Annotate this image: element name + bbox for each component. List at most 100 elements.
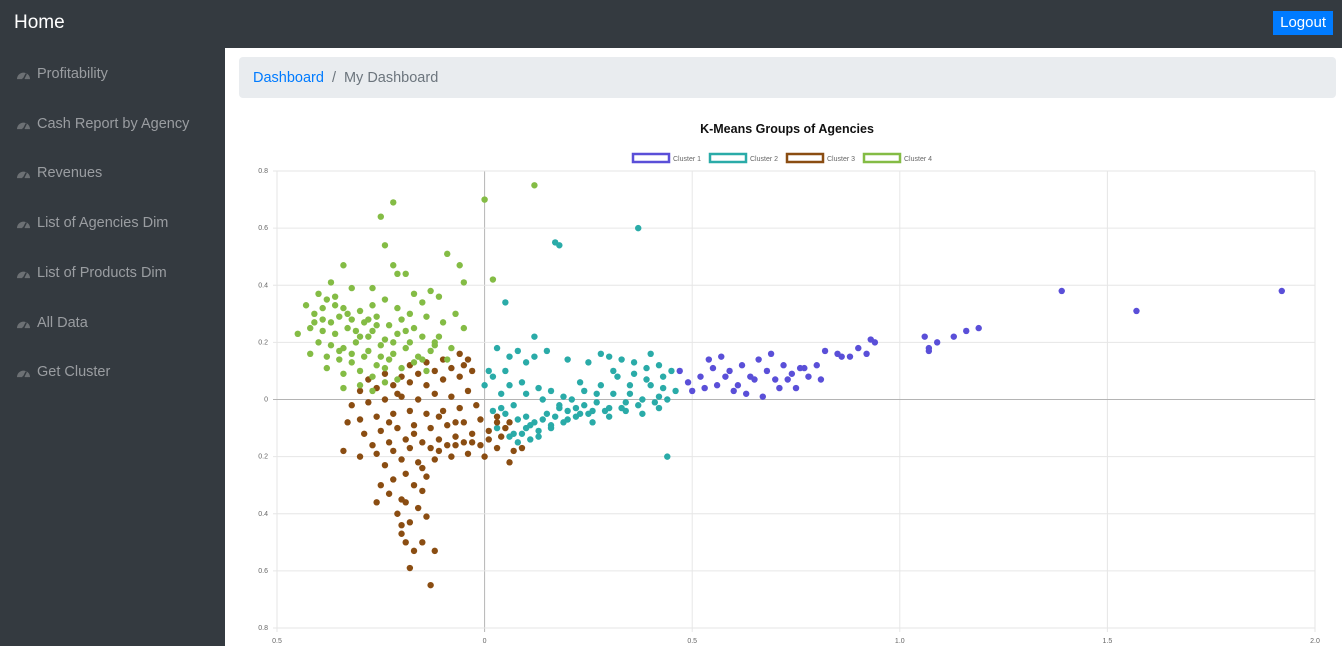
data-point[interactable] xyxy=(356,453,364,460)
data-point[interactable] xyxy=(414,504,422,512)
data-point[interactable] xyxy=(427,581,434,589)
data-point[interactable] xyxy=(485,427,492,435)
data-point[interactable] xyxy=(419,487,426,495)
data-point[interactable] xyxy=(381,396,389,403)
data-point[interactable] xyxy=(381,461,389,469)
data-point[interactable] xyxy=(514,439,522,446)
data-point[interactable] xyxy=(406,310,414,318)
data-point[interactable] xyxy=(431,456,438,463)
data-point[interactable] xyxy=(610,367,617,375)
data-point[interactable] xyxy=(664,396,671,403)
data-point[interactable] xyxy=(655,393,663,400)
data-point[interactable] xyxy=(468,439,476,446)
data-point[interactable] xyxy=(336,356,343,363)
data-point[interactable] xyxy=(448,364,455,372)
legend-swatch[interactable] xyxy=(631,152,671,164)
data-point[interactable] xyxy=(510,402,517,409)
data-point[interactable] xyxy=(377,427,384,435)
data-point[interactable] xyxy=(315,339,322,346)
data-point[interactable] xyxy=(323,296,331,303)
data-point[interactable] xyxy=(331,302,339,309)
data-point[interactable] xyxy=(373,413,380,420)
data-point[interactable] xyxy=(468,367,476,375)
data-point[interactable] xyxy=(568,396,575,403)
data-point[interactable] xyxy=(581,402,588,409)
data-point[interactable] xyxy=(564,407,571,415)
data-point[interactable] xyxy=(406,407,414,415)
data-point[interactable] xyxy=(340,370,347,377)
data-point[interactable] xyxy=(398,530,405,537)
data-point[interactable] xyxy=(481,453,488,460)
data-point[interactable] xyxy=(423,367,430,375)
data-point[interactable] xyxy=(498,433,505,440)
data-point[interactable] xyxy=(419,356,426,363)
data-point[interactable] xyxy=(502,299,509,306)
data-point[interactable] xyxy=(460,279,468,286)
data-point[interactable] xyxy=(539,416,546,423)
data-point[interactable] xyxy=(423,513,430,520)
data-point[interactable] xyxy=(435,333,443,340)
data-point[interactable] xyxy=(365,347,372,355)
data-point[interactable] xyxy=(344,324,351,332)
data-point[interactable] xyxy=(622,407,629,415)
data-point[interactable] xyxy=(460,324,468,332)
data-point[interactable] xyxy=(672,387,679,395)
data-point[interactable] xyxy=(348,316,355,323)
data-point[interactable] xyxy=(390,447,397,455)
legend-label[interactable]: Cluster 1 xyxy=(673,156,701,163)
data-point[interactable] xyxy=(381,364,389,372)
data-point[interactable] xyxy=(327,319,335,326)
data-point[interactable] xyxy=(377,481,384,489)
sidebar-item-get-cluster[interactable]: Get Cluster xyxy=(16,361,110,383)
data-point[interactable] xyxy=(319,327,326,335)
data-point[interactable] xyxy=(452,442,459,449)
data-point[interactable] xyxy=(381,296,389,303)
data-point[interactable] xyxy=(381,336,389,343)
data-point[interactable] xyxy=(410,430,418,437)
data-point[interactable] xyxy=(626,382,634,389)
data-point[interactable] xyxy=(356,367,364,375)
data-point[interactable] xyxy=(855,344,862,352)
data-point[interactable] xyxy=(1133,307,1140,315)
data-point[interactable] xyxy=(597,382,605,389)
data-point[interactable] xyxy=(452,433,459,440)
data-point[interactable] xyxy=(556,242,563,249)
data-point[interactable] xyxy=(701,384,708,392)
data-point[interactable] xyxy=(713,382,721,389)
data-point[interactable] xyxy=(514,347,522,355)
data-point[interactable] xyxy=(502,410,509,417)
data-point[interactable] xyxy=(813,362,820,369)
data-point[interactable] xyxy=(373,499,380,506)
data-point[interactable] xyxy=(444,356,451,363)
data-point[interactable] xyxy=(659,384,667,392)
data-point[interactable] xyxy=(655,404,663,412)
data-point[interactable] xyxy=(319,304,326,312)
data-point[interactable] xyxy=(498,390,505,397)
data-point[interactable] xyxy=(464,450,472,457)
data-point[interactable] xyxy=(344,310,351,318)
data-point[interactable] xyxy=(448,393,455,400)
data-point[interactable] xyxy=(535,433,542,440)
data-point[interactable] xyxy=(344,419,351,426)
data-point[interactable] xyxy=(369,302,376,309)
data-point[interactable] xyxy=(319,316,326,323)
data-point[interactable] xyxy=(489,407,497,415)
data-point[interactable] xyxy=(348,350,355,357)
data-point[interactable] xyxy=(419,333,426,340)
data-point[interactable] xyxy=(485,367,492,375)
data-point[interactable] xyxy=(655,362,663,369)
data-point[interactable] xyxy=(348,359,355,366)
data-point[interactable] xyxy=(340,447,347,455)
data-point[interactable] xyxy=(464,387,472,395)
data-point[interactable] xyxy=(551,413,559,420)
data-point[interactable] xyxy=(772,376,779,383)
data-point[interactable] xyxy=(456,262,463,269)
data-point[interactable] xyxy=(406,379,414,386)
data-point[interactable] xyxy=(439,407,447,415)
data-point[interactable] xyxy=(460,439,468,446)
data-point[interactable] xyxy=(336,313,343,320)
data-point[interactable] xyxy=(630,359,638,366)
data-point[interactable] xyxy=(307,324,314,332)
data-point[interactable] xyxy=(722,373,729,380)
data-point[interactable] xyxy=(410,481,418,489)
